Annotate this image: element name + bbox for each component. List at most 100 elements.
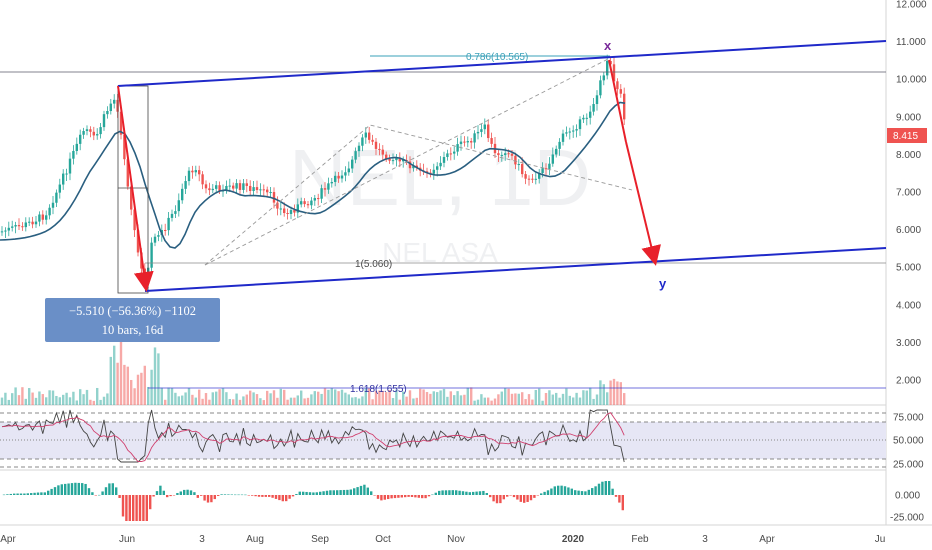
volume-bar [395,389,398,405]
macd-bar [407,495,410,497]
volume-bar [143,365,146,405]
macd-bar [251,495,254,496]
volume-bar [306,397,310,405]
macd-bar [553,486,556,495]
volume-bar [31,392,34,405]
macd-bar [271,495,274,498]
macd-bar [400,495,403,498]
volume-bar [51,390,55,405]
macd-bar [9,493,12,495]
candle-body [255,187,259,191]
candle-body [361,137,364,146]
volume-bar [96,387,99,405]
macd-bar [234,494,237,496]
candle-body [589,111,592,118]
macd-bar [298,491,301,495]
volume-bar [323,388,327,405]
candle-body [344,172,347,176]
price-tick-label: 12.000 [896,0,927,11]
volume-bar [623,393,626,405]
volume-bar [344,392,347,405]
candle-body [381,149,384,155]
time-tick-label: Nov [447,534,465,545]
candle-body [534,178,537,180]
macd-bar [237,494,240,496]
macd-bar [179,491,182,495]
volume-bar [147,386,150,405]
candle-body [442,157,446,163]
volume-bar [405,396,408,405]
volume-bar [555,392,558,405]
volume-bar [160,387,163,405]
macd-bar [594,486,597,495]
volume-bar [109,356,112,405]
macd-bar [485,493,488,495]
volume-bar [167,387,170,405]
time-tick-label: Apr [759,534,775,545]
macd-bar [254,495,257,497]
macd-bar [543,491,546,495]
macd-bar [264,495,267,497]
candle-body [459,141,463,145]
macd-bar [142,495,145,521]
volume-bar [361,396,364,405]
price-tick-label: 11.000 [896,37,926,48]
volume-bar [334,389,337,405]
macd-bar [67,483,70,495]
candle-body [106,111,109,115]
volume-bar [82,394,85,405]
candle-body [476,131,480,134]
price-tick-label: 8.000 [896,150,921,161]
time-tick-label: 3 [702,534,708,545]
volume-bar [225,392,228,405]
last-price-label: 8.415 [893,131,918,142]
candle-body [578,119,582,130]
candle-body [514,155,517,165]
price-axis: 12.000 11.000 10.000 9.000 8.000 7.000 6.000 5.… [896,0,927,387]
volume-bar [317,391,320,405]
candle-body [296,204,299,213]
moving-average-line [0,101,626,249]
price-tick-label: 10.000 [896,75,927,86]
candle-body [340,175,344,179]
volume-bar [283,389,286,405]
volume-bar [578,397,582,405]
macd-bar [30,493,33,495]
macd-bar [125,495,128,521]
volume-bar [480,394,483,405]
macd-bar [370,491,373,495]
volume-bar [113,345,116,405]
volume-bar [337,391,340,405]
volume-bar [62,394,65,405]
macd-bar [196,495,199,498]
candle-body [184,181,187,189]
rsi-tick-label: 25.000 [893,460,924,471]
macd-bar [295,494,298,495]
candle-body [92,131,95,136]
price-tick-label: 6.000 [896,225,921,236]
volume-bar [255,394,259,405]
macd-bar [189,490,193,495]
price-tick-label: 3.000 [896,338,921,349]
candle-body [58,184,61,193]
macd-bar [302,491,305,495]
candle-body [531,178,534,180]
macd-bar [523,495,526,503]
macd-bar [424,495,427,499]
candle-body [548,163,551,169]
volume-bar [476,399,480,405]
candle-body [181,188,184,201]
volume-bar [419,388,422,405]
macd-bar [274,495,278,499]
macd-bar [244,494,247,496]
macd-bar [91,492,94,495]
candle-body [592,104,595,112]
volume-bar [378,390,381,405]
volume-bar [558,397,561,405]
candle-body [38,214,41,222]
volume-bar [374,391,378,405]
wave-y-label: y [659,276,667,291]
candle-body [228,185,231,187]
volume-bar [565,388,568,405]
volume-bar [429,393,432,405]
